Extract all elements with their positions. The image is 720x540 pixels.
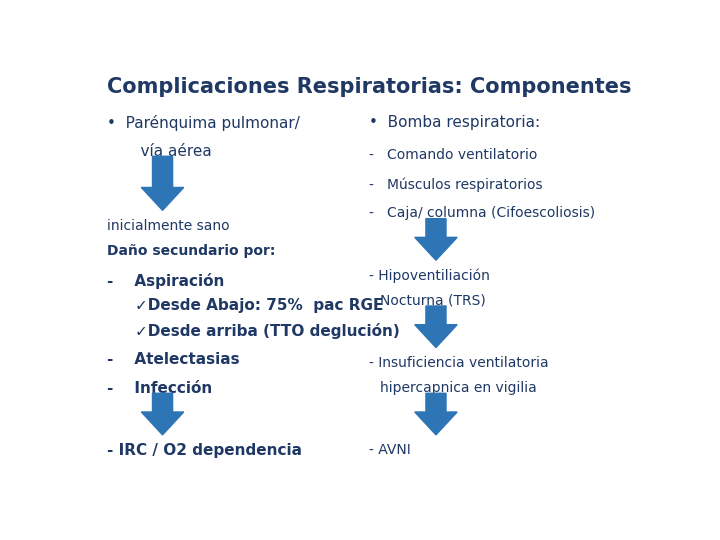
Polygon shape xyxy=(415,306,457,348)
Text: -    Infección: - Infección xyxy=(107,381,212,396)
Text: -   Caja/ columna (Cifoescoliosis): - Caja/ columna (Cifoescoliosis) xyxy=(369,206,595,220)
Text: Daño secundario por:: Daño secundario por: xyxy=(107,244,275,258)
Text: hipercapnica en vigilia: hipercapnica en vigilia xyxy=(380,381,537,395)
Text: ✓Desde arriba (TTO deglución): ✓Desde arriba (TTO deglución) xyxy=(135,322,400,339)
Polygon shape xyxy=(141,393,184,435)
Text: Complicaciones Respiratorias: Componentes: Complicaciones Respiratorias: Componente… xyxy=(107,77,631,97)
Polygon shape xyxy=(415,393,457,435)
Text: -    Atelectasias: - Atelectasias xyxy=(107,352,239,367)
Text: •  Parénquima pulmonar/: • Parénquima pulmonar/ xyxy=(107,114,300,131)
Text: •  Bomba respiratoria:: • Bomba respiratoria: xyxy=(369,114,540,130)
Text: Nocturna (TRS): Nocturna (TRS) xyxy=(380,294,486,307)
Polygon shape xyxy=(415,219,457,260)
Text: ✓Desde Abajo: 75%  pac RGE: ✓Desde Abajo: 75% pac RGE xyxy=(135,298,383,313)
Text: - Hipoventiliación: - Hipoventiliación xyxy=(369,268,490,283)
Text: -   Comando ventilatorio: - Comando ventilatorio xyxy=(369,148,537,162)
Text: -   Músculos respiratorios: - Músculos respiratorios xyxy=(369,177,543,192)
Text: vía aérea: vía aérea xyxy=(121,144,212,159)
Text: -    Aspiración: - Aspiración xyxy=(107,273,224,289)
Text: inicialmente sano: inicialmente sano xyxy=(107,219,230,233)
Text: - AVNI: - AVNI xyxy=(369,443,410,457)
Text: - Insuficiencia ventilatoria: - Insuficiencia ventilatoria xyxy=(369,356,549,370)
Text: - IRC / O2 dependencia: - IRC / O2 dependencia xyxy=(107,443,302,458)
Polygon shape xyxy=(141,156,184,210)
